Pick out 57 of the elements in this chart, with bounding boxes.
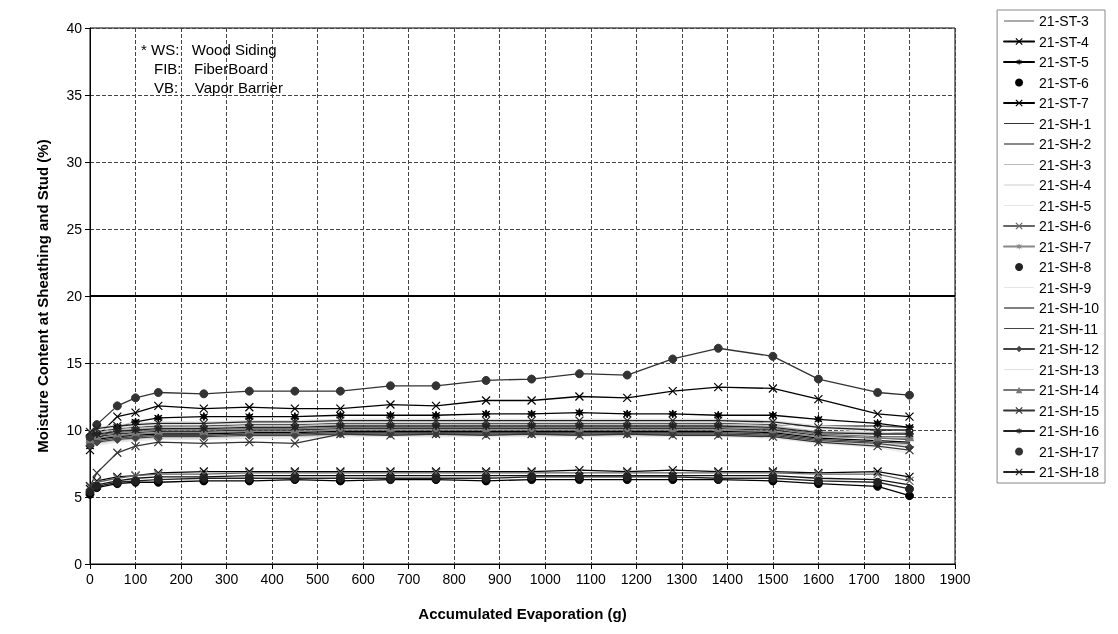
legend-label: 21-SH-17 <box>1039 443 1100 460</box>
x-tick-label: 200 <box>169 571 193 587</box>
annotation: VB: Vapor Barrier <box>154 79 283 96</box>
legend-label: 21-SH-7 <box>1039 238 1092 255</box>
y-tick-label: 5 <box>74 489 83 505</box>
x-tick-label: 900 <box>488 571 512 587</box>
legend-label: 21-SH-5 <box>1039 197 1092 214</box>
legend-label: 21-SH-1 <box>1039 115 1092 132</box>
x-tick-label: 1900 <box>939 571 971 587</box>
legend-label: 21-SH-9 <box>1039 279 1092 296</box>
legend-label: 21-ST-3 <box>1039 13 1090 29</box>
x-tick-label: 600 <box>351 571 376 587</box>
legend-label: 21-SH-3 <box>1039 156 1092 173</box>
x-tick-label: 300 <box>214 571 239 587</box>
legend-label: 21-ST-7 <box>1039 95 1090 111</box>
x-tick-label: 400 <box>260 571 284 587</box>
y-tick-label: 25 <box>66 221 83 237</box>
y-tick-label: 15 <box>66 355 83 371</box>
legend-label: 21-SH-6 <box>1039 218 1092 234</box>
legend-label: 21-SH-15 <box>1039 402 1100 419</box>
x-tick-label: 500 <box>305 571 330 587</box>
y-tick-label: 30 <box>66 154 83 170</box>
x-tick-label: 1300 <box>666 571 698 587</box>
x-tick-label: 1100 <box>575 571 607 587</box>
legend-label: 21-SH-11 <box>1039 320 1099 337</box>
x-tick-label: 0 <box>86 571 95 587</box>
y-tick-label: 35 <box>66 87 83 103</box>
x-tick-label: 1400 <box>711 571 744 587</box>
y-axis-title: Moisture Content at Sheathing and Stud (%) <box>34 139 51 453</box>
x-tick-label: 800 <box>442 571 467 587</box>
x-tick-label: 1800 <box>893 571 926 587</box>
x-tick-label: 1700 <box>848 571 880 587</box>
legend-label: 21-SH-18 <box>1039 464 1100 480</box>
y-tick-label: 10 <box>66 422 83 438</box>
y-tick-label: 20 <box>66 288 83 304</box>
legend-label: 21-ST-6 <box>1039 74 1090 91</box>
y-tick-label: 0 <box>74 556 83 572</box>
y-tick-label: 40 <box>66 20 83 36</box>
legend-label: 21-SH-8 <box>1039 259 1092 275</box>
x-tick-label: 700 <box>397 571 421 587</box>
legend-label: 21-SH-10 <box>1039 300 1100 316</box>
legend-label: 21-SH-16 <box>1039 423 1100 439</box>
x-tick-label: 1200 <box>620 571 653 587</box>
legend-label: 21-SH-14 <box>1039 382 1100 398</box>
legend-label: 21-SH-12 <box>1039 341 1100 357</box>
legend-label: 21-SH-4 <box>1039 177 1092 193</box>
legend-label: 21-SH-2 <box>1039 136 1092 152</box>
annotation: * WS: Wood Siding <box>141 41 277 58</box>
x-tick-label: 1600 <box>802 571 835 587</box>
legend-label: 21-ST-4 <box>1039 33 1090 50</box>
x-tick-label: 1500 <box>757 571 789 587</box>
x-tick-label: 100 <box>123 571 148 587</box>
annotation: FIB: FiberBoard <box>154 60 269 77</box>
legend-label: 21-SH-13 <box>1039 361 1100 378</box>
x-axis-title: Accumulated Evaporation (g) <box>418 605 627 622</box>
legend-label: 21-ST-5 <box>1039 54 1090 70</box>
x-tick-label: 1000 <box>529 571 562 587</box>
